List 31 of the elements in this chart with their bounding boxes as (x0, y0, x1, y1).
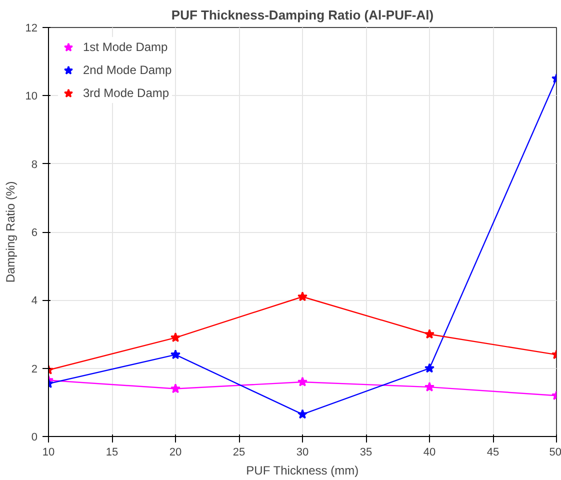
y-tick-label: 12 (25, 22, 38, 34)
point (170, 384, 181, 394)
point (424, 363, 435, 373)
x-axis-title: PUF Thickness (mm) (246, 464, 359, 478)
point (297, 292, 308, 302)
point (297, 376, 308, 386)
point (424, 382, 435, 392)
chart-title: PUF Thickness-Damping Ratio (Al-PUF-Al) (171, 8, 434, 22)
y-tick-label: 8 (31, 158, 38, 171)
point (170, 332, 181, 342)
y-tick-label: 10 (25, 90, 38, 103)
point (424, 329, 435, 339)
x-tick-label: 15 (106, 446, 118, 458)
x-tick-label: 35 (360, 446, 372, 458)
y-axis-title: Damping Ratio (%) (3, 181, 18, 283)
y-tick-label: 2 (31, 363, 38, 376)
x-tick-label: 25 (232, 446, 246, 458)
y-tick-label: 0 (31, 432, 38, 444)
legend-label: 3rd Mode Damp (83, 86, 170, 100)
point (297, 409, 308, 419)
x-tick-label: 30 (296, 446, 309, 458)
x-tick-label: 20 (169, 446, 182, 458)
y-tick-label: 4 (31, 295, 38, 308)
x-tick-label: 50 (549, 446, 561, 458)
x-tick-label: 40 (423, 446, 436, 458)
x-tick-label: 45 (486, 446, 500, 458)
x-tick-label: 10 (42, 446, 55, 458)
legend-label: 2nd Mode Damp (83, 63, 172, 77)
point (170, 349, 181, 360)
legend-label: 1st Mode Damp (83, 40, 168, 54)
y-tick-label: 6 (31, 227, 38, 239)
